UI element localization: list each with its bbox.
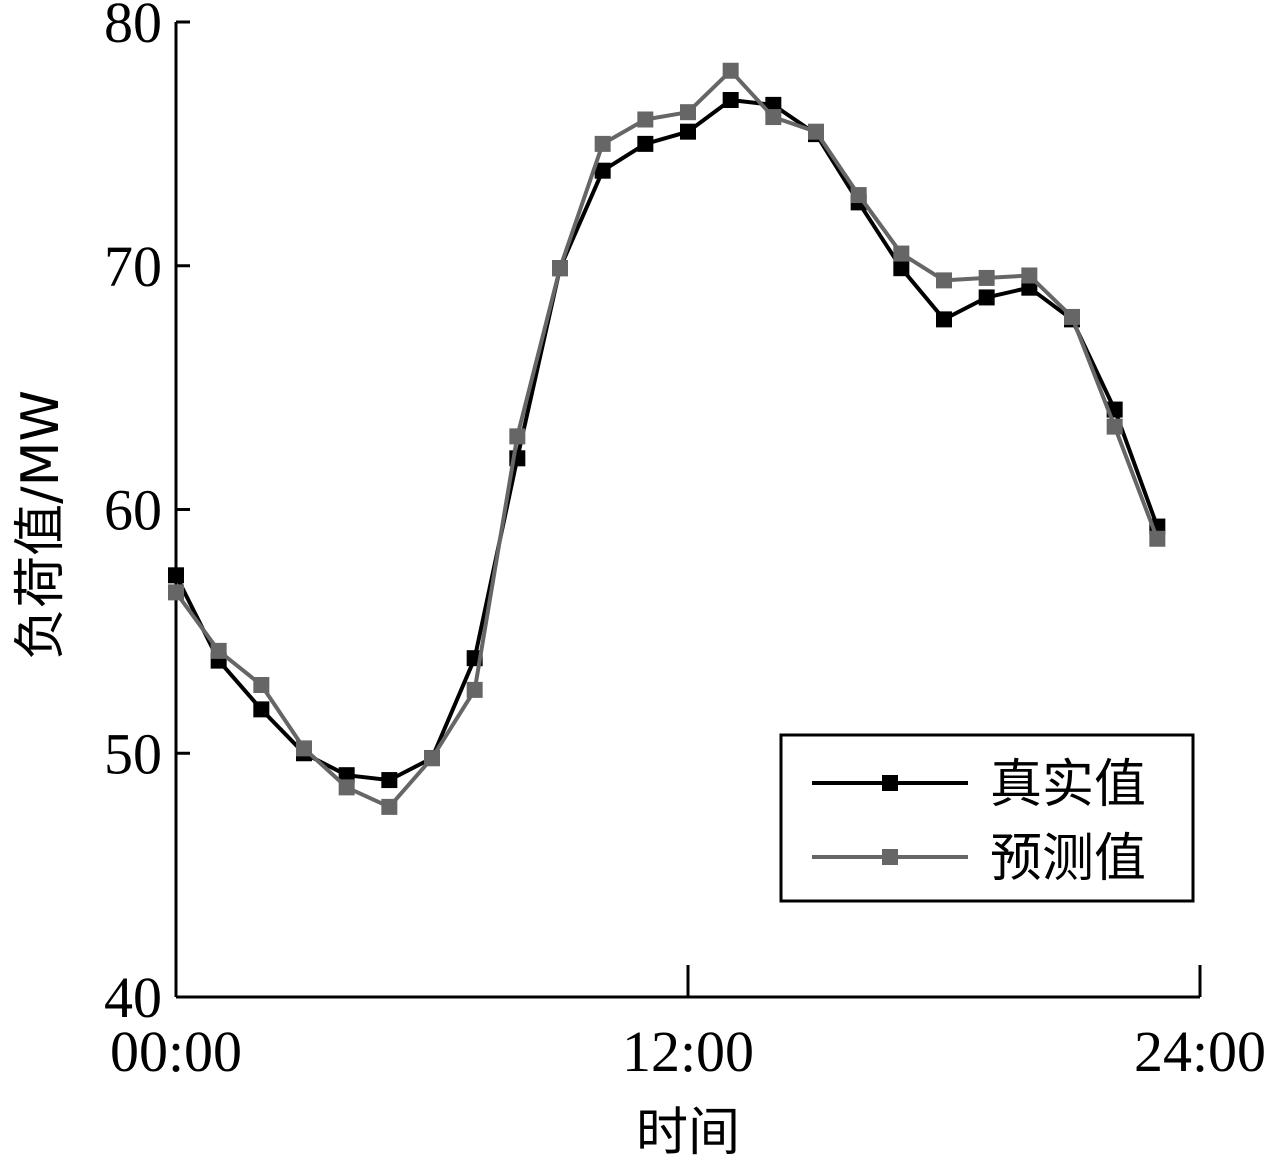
- data-point-0-13: [722, 92, 739, 108]
- data-point-0-5: [381, 772, 398, 789]
- series-line-0: [174, 98, 1160, 783]
- x-tick-label-2: 24:00: [1134, 1019, 1265, 1084]
- data-point-1-17: [893, 245, 910, 262]
- data-point-0-17: [893, 260, 910, 277]
- y-tick-label-80: 80: [104, 0, 162, 55]
- data-point-0-19: [978, 289, 995, 306]
- data-point-1-4: [338, 779, 355, 796]
- data-point-1-13: [722, 62, 739, 79]
- data-point-1-14: [765, 109, 782, 126]
- series-0: [168, 92, 1166, 789]
- data-point-1-10: [594, 135, 611, 152]
- x-ticks: 00:00 12:00 24:00: [110, 965, 1265, 1084]
- data-point-0-18: [936, 311, 952, 328]
- data-point-1-2: [253, 677, 270, 693]
- data-point-1-8: [509, 428, 526, 445]
- y-ticks: 40 50 60 70 80: [104, 0, 190, 1030]
- data-point-1-23: [1149, 530, 1166, 547]
- data-point-1-21: [1064, 308, 1080, 325]
- x-tick-label-0: 00:00: [110, 1019, 242, 1084]
- data-point-0-14: [765, 96, 782, 113]
- data-point-1-12: [680, 104, 696, 121]
- data-point-1-7: [466, 681, 483, 698]
- data-point-0-12: [680, 123, 696, 140]
- y-axis-title: 负荷值/MW: [11, 390, 71, 660]
- legend-label-predicted: 预测值: [990, 829, 1146, 889]
- data-point-1-5: [381, 798, 398, 815]
- data-point-0-11: [637, 135, 654, 152]
- y-tick-label-40: 40: [104, 965, 162, 1030]
- legend: 真实值 预测值: [779, 733, 1195, 903]
- data-point-1-22: [1106, 418, 1123, 435]
- data-point-1-11: [637, 111, 654, 128]
- data-point-1-6: [424, 750, 440, 767]
- data-point-1-3: [296, 740, 312, 757]
- data-point-1-16: [850, 187, 867, 204]
- data-point-1-9: [552, 260, 568, 277]
- data-point-0-20: [1021, 279, 1038, 296]
- legend-box: [779, 733, 1195, 903]
- y-tick-label-70: 70: [104, 234, 162, 299]
- data-point-0-10: [594, 162, 611, 179]
- series-line-1: [174, 68, 1160, 809]
- legend-marker-actual: [882, 775, 898, 791]
- data-point-1-20: [1021, 267, 1038, 284]
- x-tick-label-1: 12:00: [622, 1019, 754, 1084]
- x-axis-title: 时间: [636, 1103, 740, 1163]
- data-point-1-19: [978, 269, 995, 286]
- data-point-1-18: [936, 272, 952, 289]
- data-point-1-1: [210, 642, 227, 659]
- data-point-0-4: [338, 767, 355, 784]
- y-tick-label-50: 50: [104, 721, 162, 786]
- series-layer: [168, 62, 1166, 815]
- legend-label-actual: 真实值: [990, 755, 1146, 815]
- data-point-0-0: [168, 567, 184, 584]
- data-point-0-2: [253, 701, 270, 718]
- data-point-1-0: [168, 584, 184, 601]
- legend-marker-predicted: [882, 849, 898, 865]
- y-tick-label-60: 60: [104, 478, 162, 543]
- series-1: [168, 62, 1166, 815]
- data-point-1-15: [808, 123, 824, 140]
